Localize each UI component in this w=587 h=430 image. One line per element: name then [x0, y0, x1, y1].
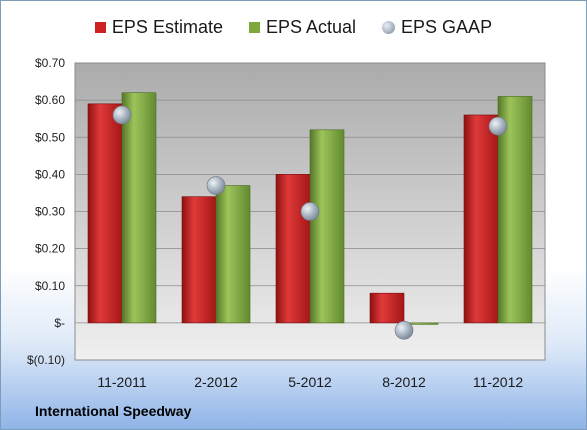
legend-label-gaap: EPS GAAP: [401, 17, 493, 37]
marker-eps-gaap: [488, 116, 508, 136]
marker-eps-gaap: [112, 105, 132, 125]
y-tick-label: $0.30: [35, 205, 65, 219]
x-tick-label: 5-2012: [288, 374, 332, 390]
bar-eps-estimate: [181, 196, 217, 324]
bar-eps-estimate: [275, 174, 311, 324]
bar-eps-estimate: [87, 103, 123, 324]
x-tick-label: 2-2012: [194, 374, 238, 390]
bar-eps-estimate: [369, 292, 405, 324]
bar-eps-actual: [215, 185, 251, 324]
estimate-swatch: [94, 22, 106, 33]
marker-eps-gaap: [300, 202, 320, 221]
bar-eps-estimate: [463, 114, 499, 324]
eps-chart: $(0.10) $- $0.10 $0.20 $0.30 $0.40 $0.50 $0.60 $…: [27, 56, 546, 390]
marker-eps-gaap: [394, 320, 414, 340]
y-tick-label: $-: [54, 316, 65, 330]
x-tick-label: 11-2011: [97, 374, 147, 390]
actual-swatch: [248, 22, 260, 33]
marker-eps-gaap: [206, 176, 226, 195]
x-tick-label: 8-2012: [382, 374, 426, 390]
y-tick-label: $0.70: [35, 56, 65, 70]
legend-item-estimate: EPS Estimate: [94, 17, 223, 38]
legend-item-actual: EPS Actual: [248, 17, 357, 38]
y-tick-label: $0.20: [35, 242, 65, 256]
bar-eps-actual: [309, 129, 345, 324]
y-tick-label: $0.60: [35, 93, 65, 107]
y-tick-label: $0.10: [35, 279, 65, 293]
bar-eps-actual: [121, 92, 157, 324]
company-name: International Speedway: [35, 403, 192, 419]
y-tick-label: $(0.10): [27, 353, 65, 367]
x-tick-label: 11-2012: [473, 374, 524, 390]
legend-item-gaap: EPS GAAP: [382, 17, 492, 38]
legend: EPS Estimate EPS Actual EPS GAAP: [1, 17, 586, 38]
y-tick-label: $0.40: [35, 167, 65, 181]
bar-eps-actual: [497, 96, 533, 324]
legend-label-actual: EPS Actual: [265, 17, 357, 37]
gaap-marker-swatch: [382, 21, 396, 34]
y-tick-label: $0.50: [35, 130, 65, 144]
legend-label-estimate: EPS Estimate: [111, 17, 223, 37]
